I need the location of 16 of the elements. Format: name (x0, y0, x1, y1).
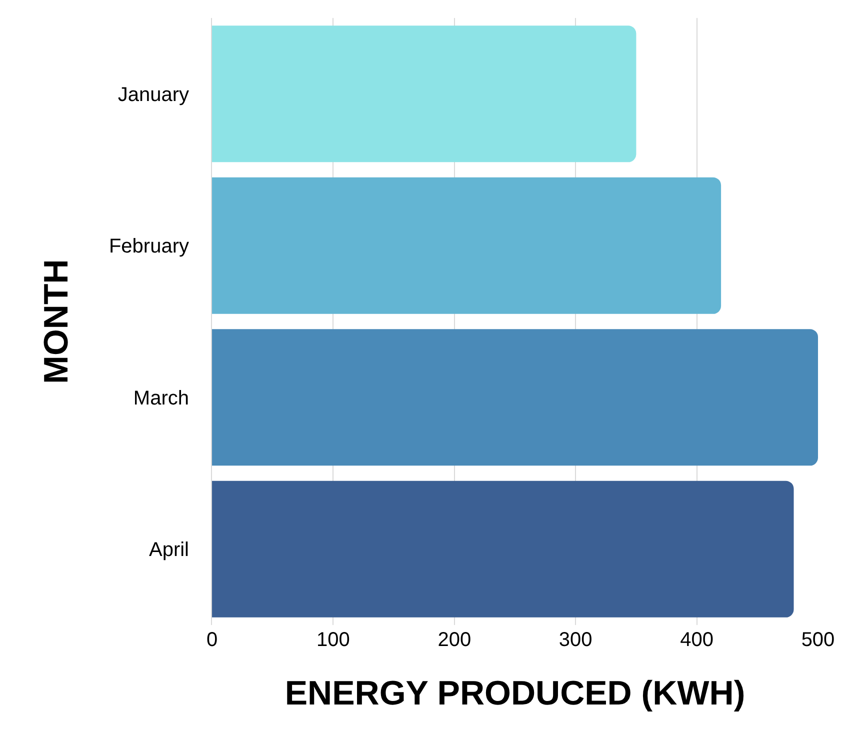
y-tick-label: February (108, 236, 189, 258)
y-tick-label: March (133, 387, 189, 410)
bar (212, 26, 636, 162)
y-tick-label: April (148, 539, 189, 562)
y-axis-title: MONTH (38, 259, 76, 384)
x-tick-label: 200 (438, 629, 472, 651)
x-axis-title: ENERGY PRODUCED (KWH) (284, 674, 746, 712)
y-tick-label: January (118, 84, 189, 106)
x-tick-label: 500 (801, 629, 835, 651)
bar (212, 329, 818, 466)
x-tick-label: 0 (206, 629, 218, 651)
x-tick-label: 100 (316, 629, 350, 651)
x-tick-label: 400 (680, 629, 714, 651)
bar (212, 177, 722, 314)
bar (212, 480, 794, 618)
x-tick-label: 300 (558, 629, 592, 651)
